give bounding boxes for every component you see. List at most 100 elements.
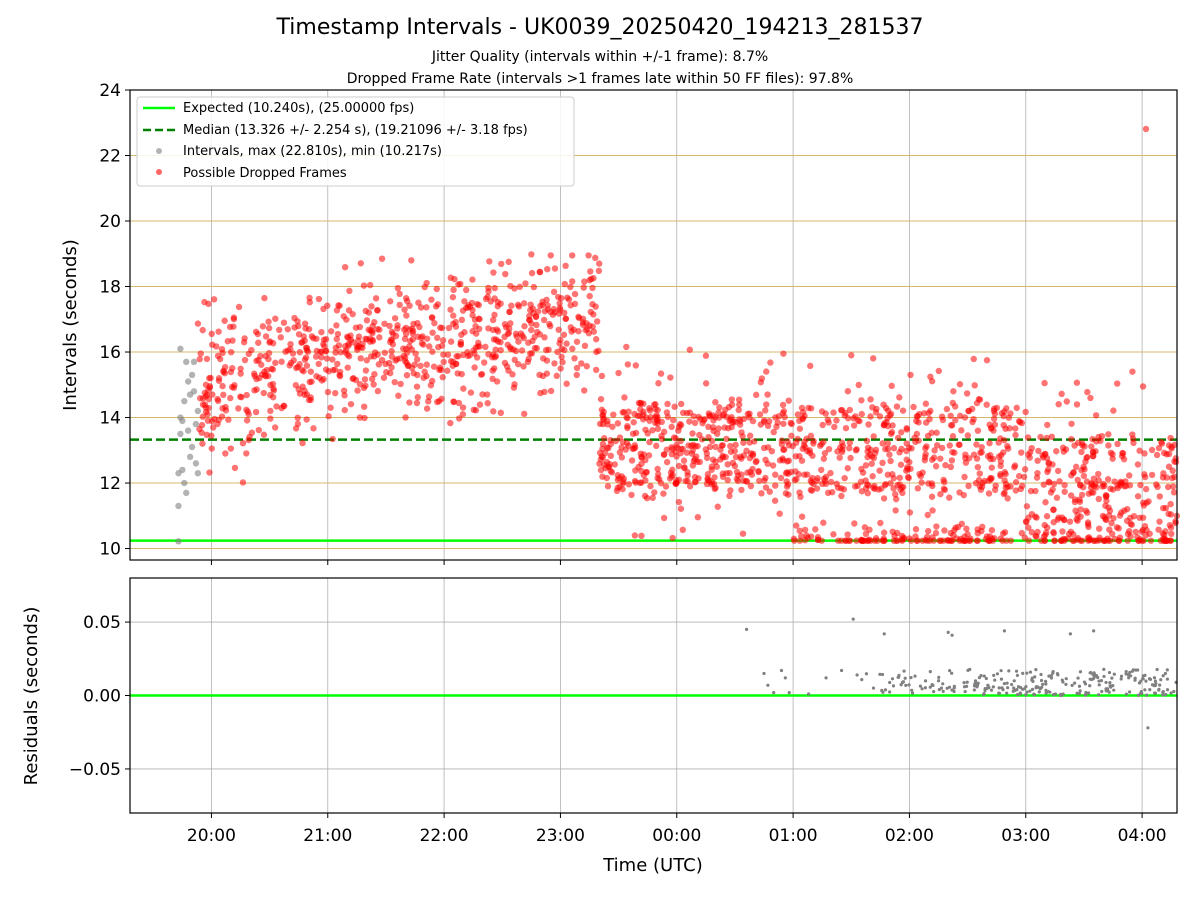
dropped-frame-point [702, 380, 710, 387]
residual-point [992, 673, 996, 677]
dropped-frame-point [947, 422, 955, 429]
dropped-frame-point [623, 343, 630, 351]
residual-point [1144, 679, 1148, 683]
dropped-frame-point [1080, 484, 1087, 491]
dropped-frame-point [303, 416, 310, 423]
dropped-frame-point [892, 507, 899, 514]
bottom-y-ticks: −0.05 0.00 0.05 [69, 613, 130, 780]
residual-point [904, 683, 908, 687]
dropped-frame-point [663, 458, 671, 466]
dropped-frame-point [704, 471, 712, 478]
dropped-frame-point [956, 412, 964, 420]
residual-point [946, 630, 950, 634]
dropped-frame-point [654, 474, 661, 482]
residual-point [1033, 675, 1037, 679]
dropped-frame-point [380, 374, 388, 381]
dropped-frame-point [440, 351, 447, 358]
dropped-frame-point [1163, 474, 1170, 481]
dropped-frame-point [1129, 368, 1136, 375]
bottom-x-ticks: 20:00 21:00 22:00 23:00 00:00 01:00 02:00 03:00… [187, 813, 1167, 846]
residual-point [1097, 693, 1101, 697]
dropped-frame-point [735, 406, 742, 414]
dropped-frame-point [885, 407, 892, 414]
dropped-frame-point [937, 455, 944, 462]
dropped-frame-point [227, 368, 235, 376]
residual-point [888, 680, 892, 685]
dropped-frame-point [893, 403, 901, 410]
dropped-frame-point [423, 361, 430, 368]
dropped-frame-point [624, 424, 631, 432]
dropped-frame-point [689, 430, 696, 437]
dropped-frame-point [501, 359, 509, 367]
bottom-y-tick-label: 0.05 [83, 613, 121, 633]
residual-point [1015, 673, 1019, 677]
dropped-frame-point [1080, 472, 1088, 480]
dropped-frame-point [922, 450, 929, 458]
dropped-frame-point [654, 417, 661, 425]
residual-point [950, 671, 954, 675]
dropped-frame-point [1050, 528, 1057, 536]
dropped-frame-point [1022, 408, 1029, 416]
dropped-frame-point [562, 315, 569, 322]
dropped-frame-point [318, 354, 325, 361]
dropped-frame-point [766, 488, 773, 495]
dropped-frame-point [202, 393, 210, 400]
dropped-frame-point [391, 315, 399, 322]
residual-point [999, 677, 1004, 681]
dropped-frame-point [401, 306, 408, 313]
dropped-frame-point [684, 468, 691, 476]
dropped-frame-point [1134, 493, 1142, 500]
dropped-frame-point [894, 537, 901, 544]
top-y-ticks: 10 12 14 16 18 20 22 24 [99, 81, 130, 560]
residual-point [880, 672, 885, 677]
dropped-frame-point [854, 482, 861, 490]
dropped-frame-point [1102, 493, 1110, 500]
dropped-frame-point [557, 336, 564, 344]
interval-point [179, 417, 186, 425]
dropped-frame-point [357, 355, 364, 362]
dropped-frame-point [547, 387, 555, 395]
residual-point [864, 672, 869, 676]
dropped-frame-point [599, 440, 607, 448]
dropped-frame-point [432, 303, 440, 310]
dropped-frame-point [691, 473, 699, 481]
dropped-frame-point [907, 371, 914, 379]
dropped-frame-point [914, 485, 922, 492]
residual-point [1128, 670, 1132, 675]
interval-point [188, 371, 196, 379]
residual-point [977, 676, 982, 680]
dropped-frame-point [306, 299, 313, 306]
residual-point [937, 675, 941, 679]
dropped-frame-point [554, 293, 562, 301]
dropped-frame-point [879, 459, 886, 467]
dropped-frame-point [662, 483, 670, 490]
dropped-frame-point [1061, 488, 1068, 495]
dropped-frame-point [1158, 438, 1165, 446]
residual-point [1119, 674, 1124, 678]
dropped-frame-point [1071, 442, 1078, 449]
dropped-frame-point [621, 394, 628, 401]
residual-point [1087, 691, 1091, 695]
residual-point [1051, 693, 1056, 697]
residual-point [1100, 689, 1104, 694]
dropped-frame-point [366, 281, 374, 289]
dropped-frame-point [1043, 524, 1051, 531]
dropped-frame-point [494, 328, 502, 335]
dropped-frame-point [368, 303, 375, 310]
legend-dropped-swatch [156, 169, 162, 175]
dropped-frame-point [253, 386, 260, 393]
dropped-frame-point [244, 408, 251, 415]
dropped-frame-point [830, 531, 837, 538]
residual-point [766, 683, 770, 687]
dropped-frame-point [403, 349, 411, 356]
residual-point [1037, 690, 1041, 694]
dropped-frame-point [539, 355, 547, 362]
dropped-frame-point [784, 438, 791, 445]
dropped-frame-point [440, 358, 447, 366]
dropped-frame-point [610, 411, 617, 418]
dropped-frame-point [855, 381, 862, 389]
dropped-frame-point [946, 442, 953, 449]
dropped-frame-point [506, 308, 513, 316]
dropped-frame-point [1020, 473, 1028, 481]
dropped-frame-point [431, 319, 438, 327]
